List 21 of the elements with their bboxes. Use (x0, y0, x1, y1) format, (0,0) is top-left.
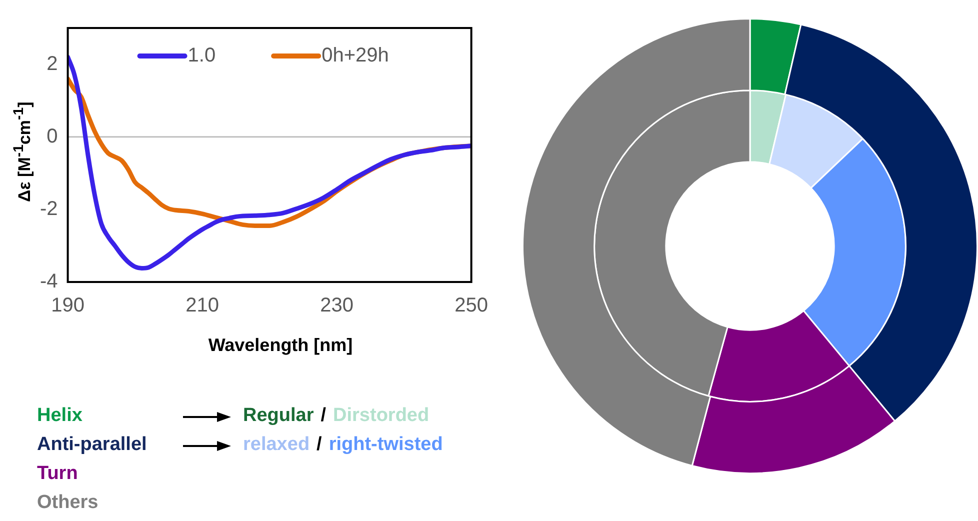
legend-label: 1.0 (188, 44, 216, 67)
category-label: Regular (243, 405, 314, 427)
category-label: relaxed (243, 434, 310, 456)
legend-label: 0h+29h (322, 44, 389, 67)
x-tick-label: 230 (320, 294, 354, 317)
category-label: Dirstorded (333, 405, 430, 427)
category-label: right-twisted (328, 434, 443, 456)
y-tick-label: -2 (40, 198, 58, 220)
y-tick-label: -4 (40, 270, 58, 293)
category-label: / (320, 405, 326, 427)
category-label: Anti-parallel (37, 434, 147, 456)
category-label: Turn (37, 463, 78, 485)
x-tick-label: 190 (51, 294, 84, 317)
category-label: Others (37, 492, 98, 514)
category-label: / (316, 434, 322, 456)
x-tick-label: 210 (186, 294, 219, 317)
category-label: Helix (37, 405, 82, 427)
x-tick-label: 250 (454, 294, 488, 317)
y-tick-label: 2 (46, 52, 58, 75)
x-axis-title: Wavelength [nm] (207, 335, 354, 356)
y-tick-label: 0 (46, 125, 58, 148)
